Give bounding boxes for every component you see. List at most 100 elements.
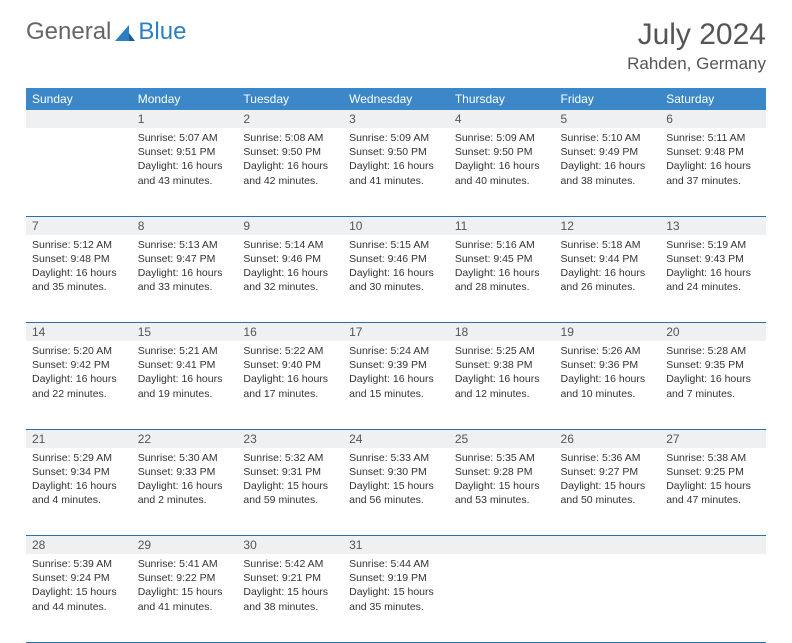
day-number-cell: 3 — [343, 110, 449, 128]
week-row: Sunrise: 5:29 AMSunset: 9:34 PMDaylight:… — [26, 448, 766, 536]
daylight-text: Daylight: 16 hours and 37 minutes. — [666, 159, 760, 187]
sunset-text: Sunset: 9:22 PM — [138, 571, 232, 585]
day-cell: Sunrise: 5:20 AMSunset: 9:42 PMDaylight:… — [26, 341, 132, 429]
day-cell: Sunrise: 5:28 AMSunset: 9:35 PMDaylight:… — [660, 341, 766, 429]
day-cell: Sunrise: 5:13 AMSunset: 9:47 PMDaylight:… — [132, 235, 238, 323]
sunrise-text: Sunrise: 5:18 AM — [561, 238, 655, 252]
sunrise-text: Sunrise: 5:26 AM — [561, 344, 655, 358]
day-number-cell — [26, 110, 132, 128]
sunset-text: Sunset: 9:46 PM — [349, 252, 443, 266]
sunset-text: Sunset: 9:34 PM — [32, 465, 126, 479]
day-cell-content: Sunrise: 5:15 AMSunset: 9:46 PMDaylight:… — [343, 235, 449, 301]
sunrise-text: Sunrise: 5:44 AM — [349, 557, 443, 571]
sunset-text: Sunset: 9:47 PM — [138, 252, 232, 266]
day-number-row: 78910111213 — [26, 216, 766, 235]
day-number-cell — [660, 536, 766, 555]
sunrise-text: Sunrise: 5:13 AM — [138, 238, 232, 252]
sunrise-text: Sunrise: 5:24 AM — [349, 344, 443, 358]
day-cell — [449, 554, 555, 642]
sunrise-text: Sunrise: 5:11 AM — [666, 131, 760, 145]
day-number-row: 28293031 — [26, 536, 766, 555]
daylight-text: Daylight: 16 hours and 33 minutes. — [138, 266, 232, 294]
weekday-header: Sunday — [26, 88, 132, 110]
sunrise-text: Sunrise: 5:30 AM — [138, 451, 232, 465]
daylight-text: Daylight: 16 hours and 4 minutes. — [32, 479, 126, 507]
sunset-text: Sunset: 9:48 PM — [666, 145, 760, 159]
day-cell-content: Sunrise: 5:13 AMSunset: 9:47 PMDaylight:… — [132, 235, 238, 301]
sunrise-text: Sunrise: 5:14 AM — [243, 238, 337, 252]
daylight-text: Daylight: 16 hours and 28 minutes. — [455, 266, 549, 294]
day-cell: Sunrise: 5:18 AMSunset: 9:44 PMDaylight:… — [555, 235, 661, 323]
sunset-text: Sunset: 9:40 PM — [243, 358, 337, 372]
day-number-cell — [449, 536, 555, 555]
day-number-cell: 21 — [26, 429, 132, 448]
day-number-cell: 20 — [660, 323, 766, 342]
sunset-text: Sunset: 9:44 PM — [561, 252, 655, 266]
daylight-text: Daylight: 15 hours and 56 minutes. — [349, 479, 443, 507]
sunset-text: Sunset: 9:50 PM — [455, 145, 549, 159]
day-cell-content: Sunrise: 5:42 AMSunset: 9:21 PMDaylight:… — [237, 554, 343, 620]
day-cell: Sunrise: 5:19 AMSunset: 9:43 PMDaylight:… — [660, 235, 766, 323]
day-cell: Sunrise: 5:16 AMSunset: 9:45 PMDaylight:… — [449, 235, 555, 323]
sunrise-text: Sunrise: 5:33 AM — [349, 451, 443, 465]
sunset-text: Sunset: 9:36 PM — [561, 358, 655, 372]
sunset-text: Sunset: 9:33 PM — [138, 465, 232, 479]
day-cell-content: Sunrise: 5:12 AMSunset: 9:48 PMDaylight:… — [26, 235, 132, 301]
daylight-text: Daylight: 16 hours and 22 minutes. — [32, 372, 126, 400]
sunrise-text: Sunrise: 5:12 AM — [32, 238, 126, 252]
day-cell-content: Sunrise: 5:07 AMSunset: 9:51 PMDaylight:… — [132, 128, 238, 194]
daylight-text: Daylight: 16 hours and 30 minutes. — [349, 266, 443, 294]
sunrise-text: Sunrise: 5:32 AM — [243, 451, 337, 465]
day-number-cell: 6 — [660, 110, 766, 128]
sunrise-text: Sunrise: 5:10 AM — [561, 131, 655, 145]
day-number-cell: 9 — [237, 216, 343, 235]
day-number-row: 14151617181920 — [26, 323, 766, 342]
sunset-text: Sunset: 9:39 PM — [349, 358, 443, 372]
day-cell: Sunrise: 5:14 AMSunset: 9:46 PMDaylight:… — [237, 235, 343, 323]
day-cell: Sunrise: 5:35 AMSunset: 9:28 PMDaylight:… — [449, 448, 555, 536]
sunset-text: Sunset: 9:42 PM — [32, 358, 126, 372]
day-number-cell: 14 — [26, 323, 132, 342]
day-number-cell: 5 — [555, 110, 661, 128]
sunset-text: Sunset: 9:31 PM — [243, 465, 337, 479]
day-cell: Sunrise: 5:25 AMSunset: 9:38 PMDaylight:… — [449, 341, 555, 429]
sunset-text: Sunset: 9:38 PM — [455, 358, 549, 372]
calendar-table: SundayMondayTuesdayWednesdayThursdayFrid… — [26, 88, 766, 643]
sunrise-text: Sunrise: 5:22 AM — [243, 344, 337, 358]
day-cell: Sunrise: 5:15 AMSunset: 9:46 PMDaylight:… — [343, 235, 449, 323]
day-cell: Sunrise: 5:42 AMSunset: 9:21 PMDaylight:… — [237, 554, 343, 642]
day-cell: Sunrise: 5:33 AMSunset: 9:30 PMDaylight:… — [343, 448, 449, 536]
day-number-cell: 22 — [132, 429, 238, 448]
daylight-text: Daylight: 15 hours and 38 minutes. — [243, 585, 337, 613]
sunrise-text: Sunrise: 5:08 AM — [243, 131, 337, 145]
logo-text-2: Blue — [138, 18, 186, 46]
sunset-text: Sunset: 9:46 PM — [243, 252, 337, 266]
day-number-row: 21222324252627 — [26, 429, 766, 448]
day-cell: Sunrise: 5:24 AMSunset: 9:39 PMDaylight:… — [343, 341, 449, 429]
day-cell-content: Sunrise: 5:08 AMSunset: 9:50 PMDaylight:… — [237, 128, 343, 194]
day-number-cell: 30 — [237, 536, 343, 555]
day-cell-content: Sunrise: 5:19 AMSunset: 9:43 PMDaylight:… — [660, 235, 766, 301]
day-cell — [555, 554, 661, 642]
day-cell-content: Sunrise: 5:09 AMSunset: 9:50 PMDaylight:… — [449, 128, 555, 194]
day-cell-content: Sunrise: 5:32 AMSunset: 9:31 PMDaylight:… — [237, 448, 343, 514]
week-row: Sunrise: 5:12 AMSunset: 9:48 PMDaylight:… — [26, 235, 766, 323]
week-row: Sunrise: 5:20 AMSunset: 9:42 PMDaylight:… — [26, 341, 766, 429]
day-cell: Sunrise: 5:07 AMSunset: 9:51 PMDaylight:… — [132, 128, 238, 216]
day-cell: Sunrise: 5:21 AMSunset: 9:41 PMDaylight:… — [132, 341, 238, 429]
daylight-text: Daylight: 15 hours and 44 minutes. — [32, 585, 126, 613]
daylight-text: Daylight: 16 hours and 35 minutes. — [32, 266, 126, 294]
day-number-cell: 18 — [449, 323, 555, 342]
day-cell — [26, 128, 132, 216]
day-number-cell: 26 — [555, 429, 661, 448]
day-cell: Sunrise: 5:11 AMSunset: 9:48 PMDaylight:… — [660, 128, 766, 216]
day-cell: Sunrise: 5:09 AMSunset: 9:50 PMDaylight:… — [449, 128, 555, 216]
day-number-cell: 31 — [343, 536, 449, 555]
day-cell: Sunrise: 5:32 AMSunset: 9:31 PMDaylight:… — [237, 448, 343, 536]
day-cell-content: Sunrise: 5:09 AMSunset: 9:50 PMDaylight:… — [343, 128, 449, 194]
daylight-text: Daylight: 16 hours and 2 minutes. — [138, 479, 232, 507]
sunrise-text: Sunrise: 5:29 AM — [32, 451, 126, 465]
sunset-text: Sunset: 9:48 PM — [32, 252, 126, 266]
day-cell-content: Sunrise: 5:36 AMSunset: 9:27 PMDaylight:… — [555, 448, 661, 514]
logo-text-1: General — [26, 18, 111, 46]
